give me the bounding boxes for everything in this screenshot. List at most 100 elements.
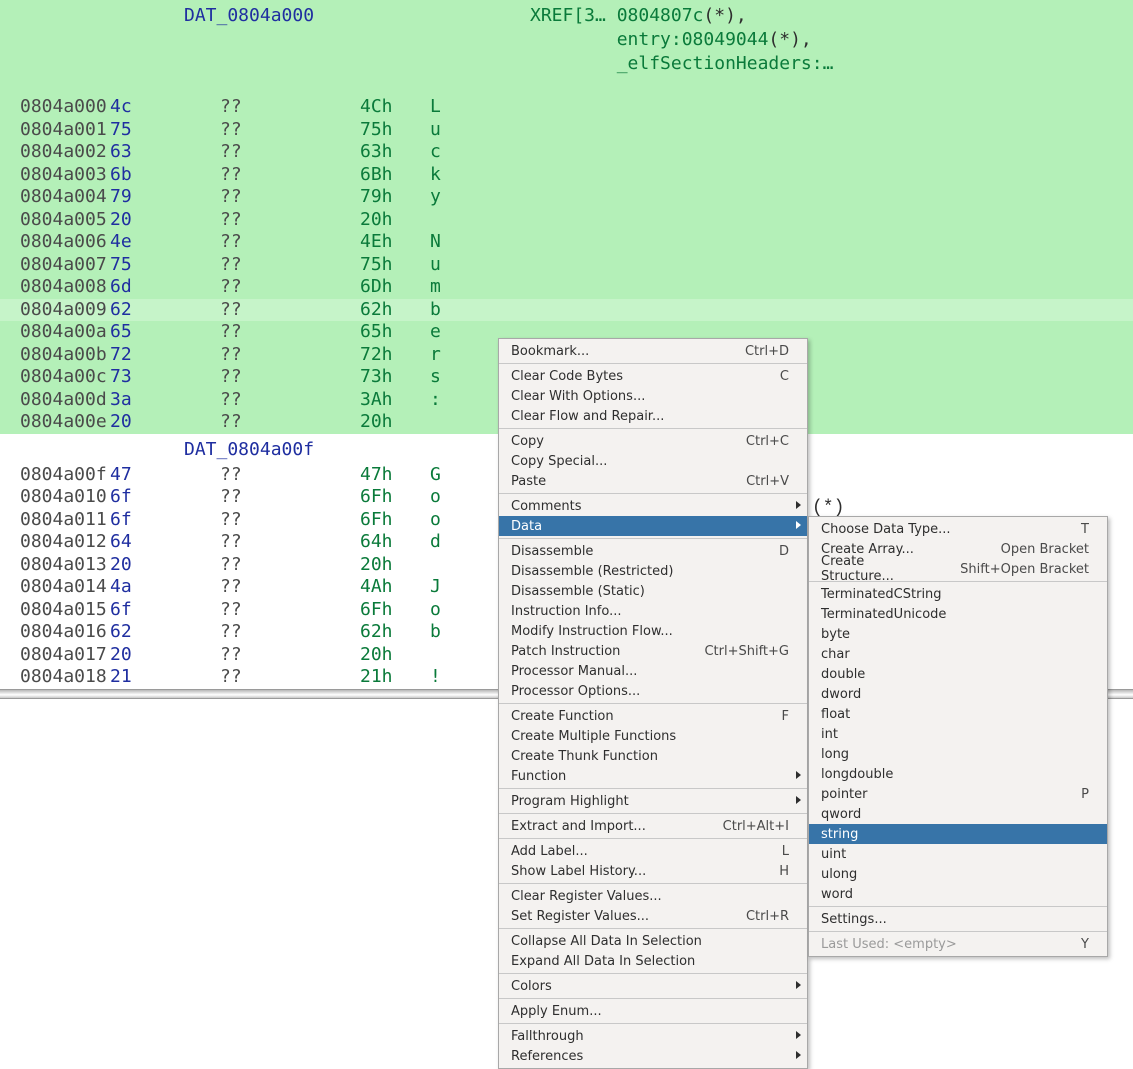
menu-shortcut: F — [782, 709, 789, 724]
menu-item-label: Settings... — [821, 912, 1089, 927]
mnemonic: ?? — [220, 531, 360, 554]
byte-value: 62 — [110, 299, 220, 322]
menu-item-modify-instruction-flow[interactable]: Modify Instruction Flow... — [499, 621, 807, 641]
menu-item-references[interactable]: References — [499, 1046, 807, 1066]
menu-item-string[interactable]: string — [809, 824, 1107, 844]
menu-item-add-label[interactable]: Add Label...L — [499, 841, 807, 861]
menu-item-paste[interactable]: PasteCtrl+V — [499, 471, 807, 491]
mnemonic: ?? — [220, 464, 360, 487]
menu-item-patch-instruction[interactable]: Patch Instruction Ctrl+Shift+G — [499, 641, 807, 661]
menu-item-float[interactable]: float — [809, 704, 1107, 724]
byte-value: 6f — [110, 599, 220, 622]
menu-shortcut: C — [780, 369, 789, 384]
menu-item-int[interactable]: int — [809, 724, 1107, 744]
menu-item-clear-flow-and-repair[interactable]: Clear Flow and Repair... — [499, 406, 807, 426]
hex-repr: 4Eh — [360, 231, 430, 254]
menu-item-label: long — [821, 747, 1089, 762]
menu-item-byte[interactable]: byte — [809, 624, 1107, 644]
menu-shortcut: L — [782, 844, 789, 859]
menu-item-collapse-all-data-in-selection[interactable]: Collapse All Data In Selection — [499, 931, 807, 951]
menu-item-disassemble-restricted[interactable]: Disassemble (Restricted) — [499, 561, 807, 581]
menu-item-label: Data — [511, 519, 789, 534]
xref-block: XREF[3… 0804807c(*), entry:08049044(*), … — [530, 4, 833, 76]
menu-item-pointer[interactable]: pointerP — [809, 784, 1107, 804]
listing-row[interactable]: 0804a0064e??4EhN — [0, 231, 1133, 254]
menu-item-longdouble[interactable]: longdouble — [809, 764, 1107, 784]
submenu-arrow-icon — [796, 521, 801, 529]
byte-value: 6b — [110, 164, 220, 187]
hex-repr: 4Ah — [360, 576, 430, 599]
menu-item-set-register-values[interactable]: Set Register Values...Ctrl+R — [499, 906, 807, 926]
menu-item-apply-enum[interactable]: Apply Enum... — [499, 1001, 807, 1021]
byte-value: 62 — [110, 621, 220, 644]
menu-shortcut: Ctrl+D — [745, 344, 789, 359]
menu-item-settings[interactable]: Settings... — [809, 909, 1107, 929]
menu-item-label: Create Structure... — [821, 554, 930, 584]
menu-item-label: uint — [821, 847, 1089, 862]
menu-item-label: int — [821, 727, 1089, 742]
menu-item-word[interactable]: word — [809, 884, 1107, 904]
listing-row[interactable]: 0804a0086d??6Dhm — [0, 276, 1133, 299]
menu-item-create-function[interactable]: Create FunctionF — [499, 706, 807, 726]
mnemonic: ?? — [220, 486, 360, 509]
listing-row[interactable]: 0804a00479??79hy — [0, 186, 1133, 209]
menu-item-label: qword — [821, 807, 1089, 822]
menu-item-uint[interactable]: uint — [809, 844, 1107, 864]
menu-item-label: Patch Instruction — [511, 644, 674, 659]
menu-item-terminatedcstring[interactable]: TerminatedCString — [809, 584, 1107, 604]
menu-item-long[interactable]: long — [809, 744, 1107, 764]
listing-row[interactable]: 0804a00175??75hu — [0, 119, 1133, 142]
menu-item-copy-special[interactable]: Copy Special... — [499, 451, 807, 471]
menu-item-ulong[interactable]: ulong — [809, 864, 1107, 884]
menu-item-data[interactable]: Data — [499, 516, 807, 536]
menu-item-show-label-history[interactable]: Show Label History...H — [499, 861, 807, 881]
menu-item-create-structure[interactable]: Create Structure...Shift+Open Bracket — [809, 559, 1107, 579]
listing-row[interactable]: 0804a00520??20h — [0, 209, 1133, 232]
listing-row[interactable]: 0804a00263??63hc — [0, 141, 1133, 164]
address: 0804a004 — [20, 186, 110, 209]
menu-item-qword[interactable]: qword — [809, 804, 1107, 824]
menu-item-program-highlight[interactable]: Program Highlight — [499, 791, 807, 811]
menu-shortcut: Ctrl+Shift+G — [704, 644, 789, 659]
mnemonic: ?? — [220, 666, 360, 689]
menu-item-clear-code-bytes[interactable]: Clear Code BytesC — [499, 366, 807, 386]
menu-shortcut: P — [1081, 787, 1089, 802]
menu-item-clear-with-options[interactable]: Clear With Options... — [499, 386, 807, 406]
menu-item-processor-options[interactable]: Processor Options... — [499, 681, 807, 701]
char-repr: G — [430, 464, 460, 487]
menu-item-fallthrough[interactable]: Fallthrough — [499, 1026, 807, 1046]
menu-item-choose-data-type[interactable]: Choose Data Type...T — [809, 519, 1107, 539]
context-menu[interactable]: Bookmark...Ctrl+DClear Code BytesCClear … — [498, 338, 808, 1069]
data-submenu[interactable]: Choose Data Type...TCreate Array...Open … — [808, 516, 1108, 957]
address: 0804a006 — [20, 231, 110, 254]
menu-item-expand-all-data-in-selection[interactable]: Expand All Data In Selection — [499, 951, 807, 971]
menu-item-terminatedunicode[interactable]: TerminatedUnicode — [809, 604, 1107, 624]
listing-row[interactable]: 0804a00775??75hu — [0, 254, 1133, 277]
menu-item-char[interactable]: char — [809, 644, 1107, 664]
menu-item-extract-and-import[interactable]: Extract and Import...Ctrl+Alt+I — [499, 816, 807, 836]
menu-item-dword[interactable]: dword — [809, 684, 1107, 704]
menu-item-disassemble-static[interactable]: Disassemble (Static) — [499, 581, 807, 601]
menu-item-double[interactable]: double — [809, 664, 1107, 684]
listing-row[interactable]: 0804a0004c??4ChL — [0, 96, 1133, 119]
menu-item-function[interactable]: Function — [499, 766, 807, 786]
menu-item-disassemble[interactable]: DisassembleD — [499, 541, 807, 561]
menu-item-clear-register-values[interactable]: Clear Register Values... — [499, 886, 807, 906]
menu-item-bookmark[interactable]: Bookmark...Ctrl+D — [499, 341, 807, 361]
byte-value: 20 — [110, 644, 220, 667]
listing-row[interactable]: 0804a00962??62hb — [0, 299, 1133, 322]
menu-item-processor-manual[interactable]: Processor Manual... — [499, 661, 807, 681]
menu-item-label: longdouble — [821, 767, 1089, 782]
menu-item-create-multiple-functions[interactable]: Create Multiple Functions — [499, 726, 807, 746]
menu-item-comments[interactable]: Comments — [499, 496, 807, 516]
menu-item-instruction-info[interactable]: Instruction Info... — [499, 601, 807, 621]
menu-item-copy[interactable]: CopyCtrl+C — [499, 431, 807, 451]
menu-item-label: dword — [821, 687, 1089, 702]
menu-item-colors[interactable]: Colors — [499, 976, 807, 996]
menu-item-label: Choose Data Type... — [821, 522, 1051, 537]
menu-item-create-thunk-function[interactable]: Create Thunk Function — [499, 746, 807, 766]
address: 0804a00b — [20, 344, 110, 367]
char-repr: b — [430, 299, 460, 322]
hex-repr: 75h — [360, 119, 430, 142]
listing-row[interactable]: 0804a0036b??6Bhk — [0, 164, 1133, 187]
